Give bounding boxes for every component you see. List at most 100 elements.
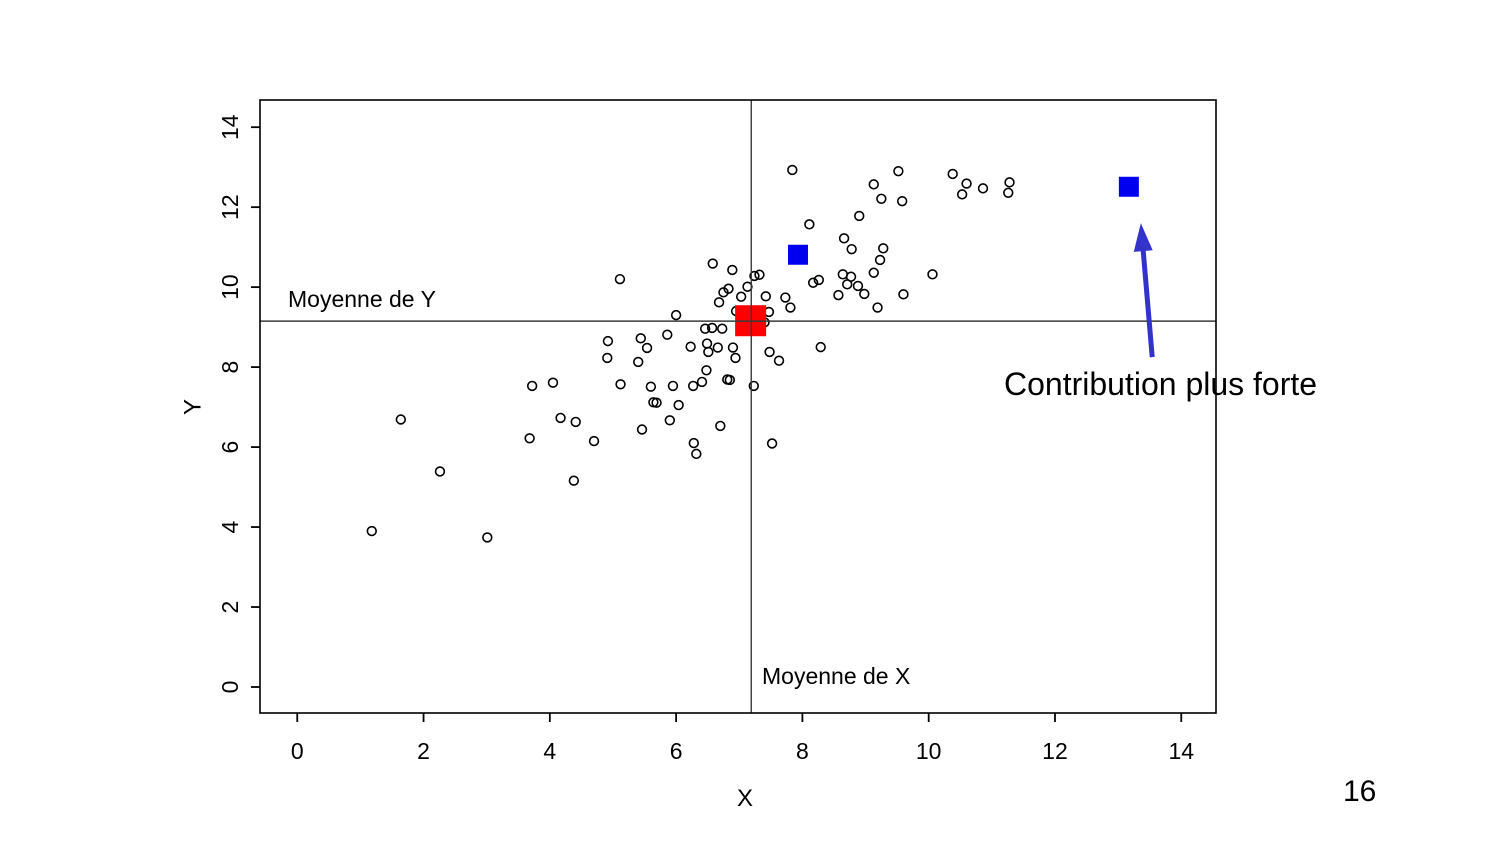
data-point bbox=[703, 346, 714, 358]
data-point bbox=[1003, 187, 1014, 198]
data-point bbox=[602, 352, 613, 364]
data-point bbox=[833, 289, 844, 301]
data-point bbox=[588, 435, 600, 447]
data-point bbox=[633, 356, 644, 368]
highlight-marker bbox=[787, 244, 808, 265]
data-point bbox=[685, 341, 696, 352]
x-tick-label: 6 bbox=[670, 738, 683, 764]
data-point bbox=[727, 342, 739, 353]
data-point bbox=[712, 342, 723, 353]
y-tick-label: 10 bbox=[217, 274, 243, 300]
data-point bbox=[547, 377, 559, 388]
data-point bbox=[651, 397, 662, 408]
data-point bbox=[614, 273, 626, 285]
data-point bbox=[766, 438, 778, 449]
data-point bbox=[555, 412, 566, 424]
data-point bbox=[570, 416, 581, 428]
data-point bbox=[804, 219, 815, 230]
data-point bbox=[1004, 177, 1015, 188]
data-point bbox=[482, 532, 493, 543]
data-point bbox=[687, 380, 699, 392]
data-point bbox=[813, 274, 825, 286]
data-point bbox=[395, 414, 407, 425]
annotation-arrow-head bbox=[1133, 223, 1153, 252]
y-tick-label: 4 bbox=[217, 520, 243, 533]
data-point bbox=[707, 258, 718, 269]
data-point bbox=[868, 267, 879, 278]
highlight-marker bbox=[1118, 176, 1139, 197]
data-point bbox=[787, 164, 798, 176]
x-axis-title: X bbox=[737, 785, 753, 812]
data-point bbox=[645, 381, 657, 392]
data-point bbox=[876, 193, 887, 204]
x-tick-label: 14 bbox=[1168, 738, 1194, 764]
data-point bbox=[568, 475, 580, 486]
data-point bbox=[730, 352, 741, 364]
y-tick-label: 6 bbox=[217, 441, 243, 454]
data-point bbox=[760, 291, 771, 302]
data-point bbox=[713, 297, 725, 308]
y-tick-label: 14 bbox=[217, 114, 243, 140]
data-point bbox=[842, 279, 853, 290]
data-point bbox=[773, 355, 785, 366]
data-point bbox=[854, 210, 865, 222]
data-point bbox=[723, 283, 734, 294]
mean-x-line-label: Moyenne de X bbox=[762, 663, 910, 689]
data-point bbox=[815, 341, 826, 353]
data-point bbox=[735, 291, 747, 302]
data-point bbox=[748, 380, 759, 392]
data-point bbox=[807, 277, 819, 288]
data-point bbox=[699, 323, 711, 334]
data-point bbox=[717, 323, 728, 334]
data-point bbox=[724, 374, 735, 386]
data-point bbox=[662, 329, 673, 340]
data-point bbox=[688, 437, 699, 449]
data-point bbox=[852, 280, 864, 292]
annotation-contribution-label: Contribution plus forte bbox=[1004, 366, 1318, 402]
data-point bbox=[366, 525, 377, 537]
data-point bbox=[742, 281, 753, 292]
data-point bbox=[667, 380, 679, 392]
data-point bbox=[846, 243, 857, 255]
data-point bbox=[635, 333, 646, 344]
data-point bbox=[641, 342, 653, 354]
data-point bbox=[691, 448, 702, 460]
data-point bbox=[893, 165, 904, 177]
page-number: 16 bbox=[1343, 775, 1377, 808]
data-point bbox=[727, 264, 738, 276]
data-point bbox=[715, 420, 726, 432]
x-tick-label: 0 bbox=[291, 738, 304, 764]
data-point bbox=[780, 292, 791, 303]
data-point bbox=[434, 466, 446, 477]
data-point bbox=[872, 302, 883, 313]
mean-y-line-label: Moyenne de Y bbox=[288, 286, 436, 312]
y-tick-label: 8 bbox=[217, 361, 243, 374]
data-point bbox=[615, 379, 626, 390]
data-point bbox=[927, 269, 938, 280]
data-point bbox=[859, 288, 870, 300]
y-tick-label: 12 bbox=[217, 194, 243, 220]
x-tick-label: 8 bbox=[796, 738, 809, 764]
data-point bbox=[785, 302, 796, 313]
data-point bbox=[526, 380, 538, 392]
data-point bbox=[706, 322, 718, 334]
data-point bbox=[977, 183, 989, 194]
y-tick-label: 2 bbox=[217, 601, 243, 614]
data-point bbox=[673, 399, 684, 411]
data-point bbox=[701, 338, 713, 349]
annotation-arrow-shaft bbox=[1140, 244, 1155, 358]
x-tick-label: 4 bbox=[543, 738, 556, 764]
data-point bbox=[524, 433, 535, 444]
data-point bbox=[754, 269, 765, 280]
data-point bbox=[874, 254, 886, 266]
data-point bbox=[838, 233, 850, 244]
data-point bbox=[664, 415, 676, 426]
data-point bbox=[896, 195, 908, 207]
data-point bbox=[961, 178, 972, 189]
data-point bbox=[701, 365, 712, 376]
data-point bbox=[947, 168, 958, 180]
data-point bbox=[749, 270, 760, 282]
data-point bbox=[636, 424, 648, 435]
